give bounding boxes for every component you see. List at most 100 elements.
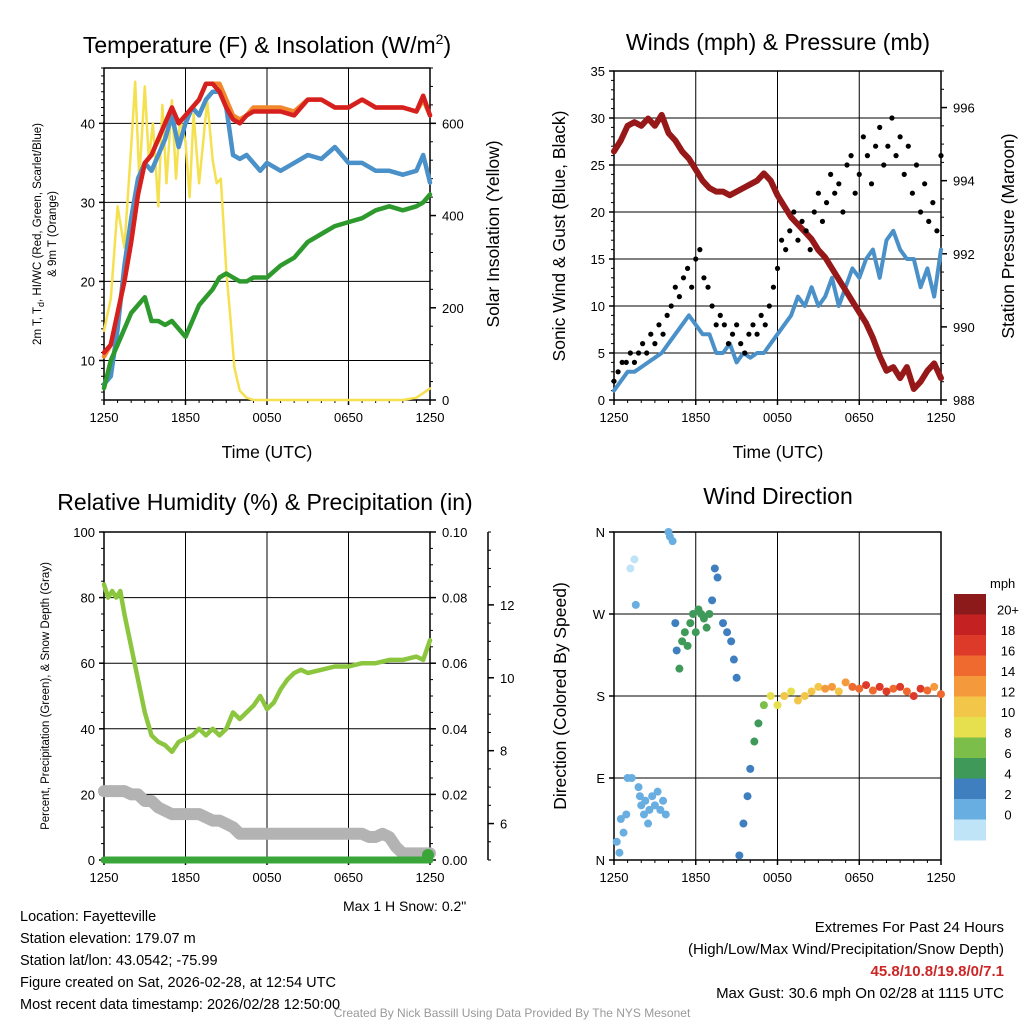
direction-point — [814, 682, 823, 691]
panel-winds: 1250 1850 0050 0650 1250 0 5 10 15 20 25 30 35 988 990… — [549, 29, 1018, 462]
direction-point — [862, 681, 871, 690]
gust-point — [742, 350, 748, 356]
direction-point — [848, 682, 857, 691]
y2-tick-label: 600 — [442, 116, 464, 131]
max-snow-label: Max 1 H Snow: 0.2" — [343, 898, 467, 914]
y-tick-label: 10 — [81, 353, 95, 368]
direction-point — [644, 819, 653, 828]
direction-point — [882, 687, 891, 696]
direction-point — [680, 628, 689, 637]
direction-point — [746, 764, 755, 773]
direction-point — [668, 537, 677, 546]
y2-tick-label: 0.06 — [442, 656, 467, 671]
y-axis-sub: d — [36, 302, 46, 307]
credit-line: Created By Nick Bassill Using Data Provi… — [333, 1006, 691, 1020]
colorbar-label: 4 — [1004, 767, 1011, 782]
series-wind — [612, 228, 943, 393]
gust-point — [701, 275, 707, 281]
y-axis-label: Sonic Wind & Gust (Blue, Black) — [549, 111, 569, 362]
y-tick-label: 100 — [73, 525, 95, 540]
x-tick-label: 1850 — [171, 410, 200, 425]
gust-point — [778, 237, 785, 243]
gust-point — [721, 322, 727, 328]
x-tick-label: 0050 — [253, 410, 282, 425]
gust-point — [762, 322, 768, 328]
x-axis-label: Time (UTC) — [222, 442, 313, 462]
direction-point — [780, 692, 789, 700]
direction-point — [719, 619, 727, 628]
direction-point — [612, 837, 621, 846]
gust-point — [652, 341, 658, 347]
gust-point — [738, 341, 744, 347]
extremes-legend: (High/Low/Max Wind/Precipitation/Snow De… — [688, 941, 1004, 958]
series-solar — [102, 80, 432, 402]
gust-point — [795, 237, 801, 243]
x-tick-label: 1250 — [600, 410, 629, 425]
title-tail: ) — [443, 32, 451, 58]
gust-point — [819, 218, 826, 224]
gust-point — [864, 153, 871, 159]
direction-point — [650, 801, 659, 810]
gust-point — [836, 181, 842, 187]
direction-point — [875, 682, 884, 691]
y3-tick-label: 10 — [500, 671, 514, 686]
direction-point — [739, 819, 748, 828]
gust-point — [619, 359, 625, 365]
y-tick-label: 80 — [81, 591, 95, 606]
gust-point — [926, 218, 932, 224]
direction-point — [710, 564, 719, 573]
x-tick-label: 1850 — [681, 870, 710, 885]
direction-point — [735, 851, 744, 860]
direction-point — [889, 684, 898, 693]
colorbar-segment — [954, 819, 986, 841]
direction-point — [683, 641, 692, 650]
gust-point — [852, 190, 858, 196]
extremes-heading: Extremes For Past 24 Hours — [814, 919, 1004, 936]
colorbar-segment — [954, 799, 986, 820]
colorbar-label: 12 — [1001, 685, 1015, 700]
gust-point — [635, 350, 642, 356]
y2-tick-label: 0.10 — [442, 525, 467, 540]
panel-wind_direction: 1250 1850 0050 0650 1250 N E S W N Wind Direction D… — [550, 483, 1019, 885]
title-sup: 2 — [436, 31, 444, 47]
direction-point — [902, 687, 911, 696]
y2-tick-label: 0.00 — [442, 853, 467, 868]
y2-tick-label: 200 — [442, 301, 464, 316]
direction-point — [699, 614, 708, 623]
y2-axis-label: Station Pressure (Maroon) — [998, 133, 1018, 338]
gust-point — [893, 153, 899, 159]
y-tick-label: 40 — [81, 116, 95, 131]
direction-point — [656, 805, 665, 814]
y-tick-label: W — [593, 607, 606, 622]
direction-point — [743, 792, 752, 801]
direction-point — [732, 673, 741, 682]
colorbar-segment — [954, 614, 986, 636]
direction-point — [773, 701, 782, 710]
direction-point — [868, 686, 877, 695]
x-tick-label: 0050 — [763, 410, 792, 425]
gust-point — [611, 378, 617, 384]
gust-point — [672, 284, 678, 290]
y-tick-label: N — [596, 525, 605, 540]
gust-point — [680, 275, 687, 281]
x-tick-label: 1250 — [90, 870, 119, 885]
direction-point — [807, 687, 816, 696]
direction-point — [634, 783, 643, 792]
y2-tick-label: 0.08 — [442, 591, 467, 606]
direction-point — [729, 655, 738, 664]
gust-point — [725, 341, 732, 347]
gust-point — [770, 284, 777, 290]
gust-point — [627, 350, 633, 356]
colorbar-label: 16 — [1001, 644, 1015, 659]
direction-point — [708, 596, 717, 605]
x-tick-label: 0650 — [334, 870, 363, 885]
panel-humidity: 1250 1850 0050 0650 1250 0 20 40 60 80 100 0.00 0.02… — [40, 489, 514, 885]
colorbar-segment — [954, 635, 986, 656]
colorbar-label: 10 — [1001, 705, 1015, 720]
colorbar-segment — [954, 696, 986, 718]
direction-point — [705, 610, 714, 618]
gust-point — [885, 143, 891, 149]
gust-point — [791, 209, 797, 215]
gust-point — [799, 218, 805, 224]
direction-point — [630, 555, 639, 564]
